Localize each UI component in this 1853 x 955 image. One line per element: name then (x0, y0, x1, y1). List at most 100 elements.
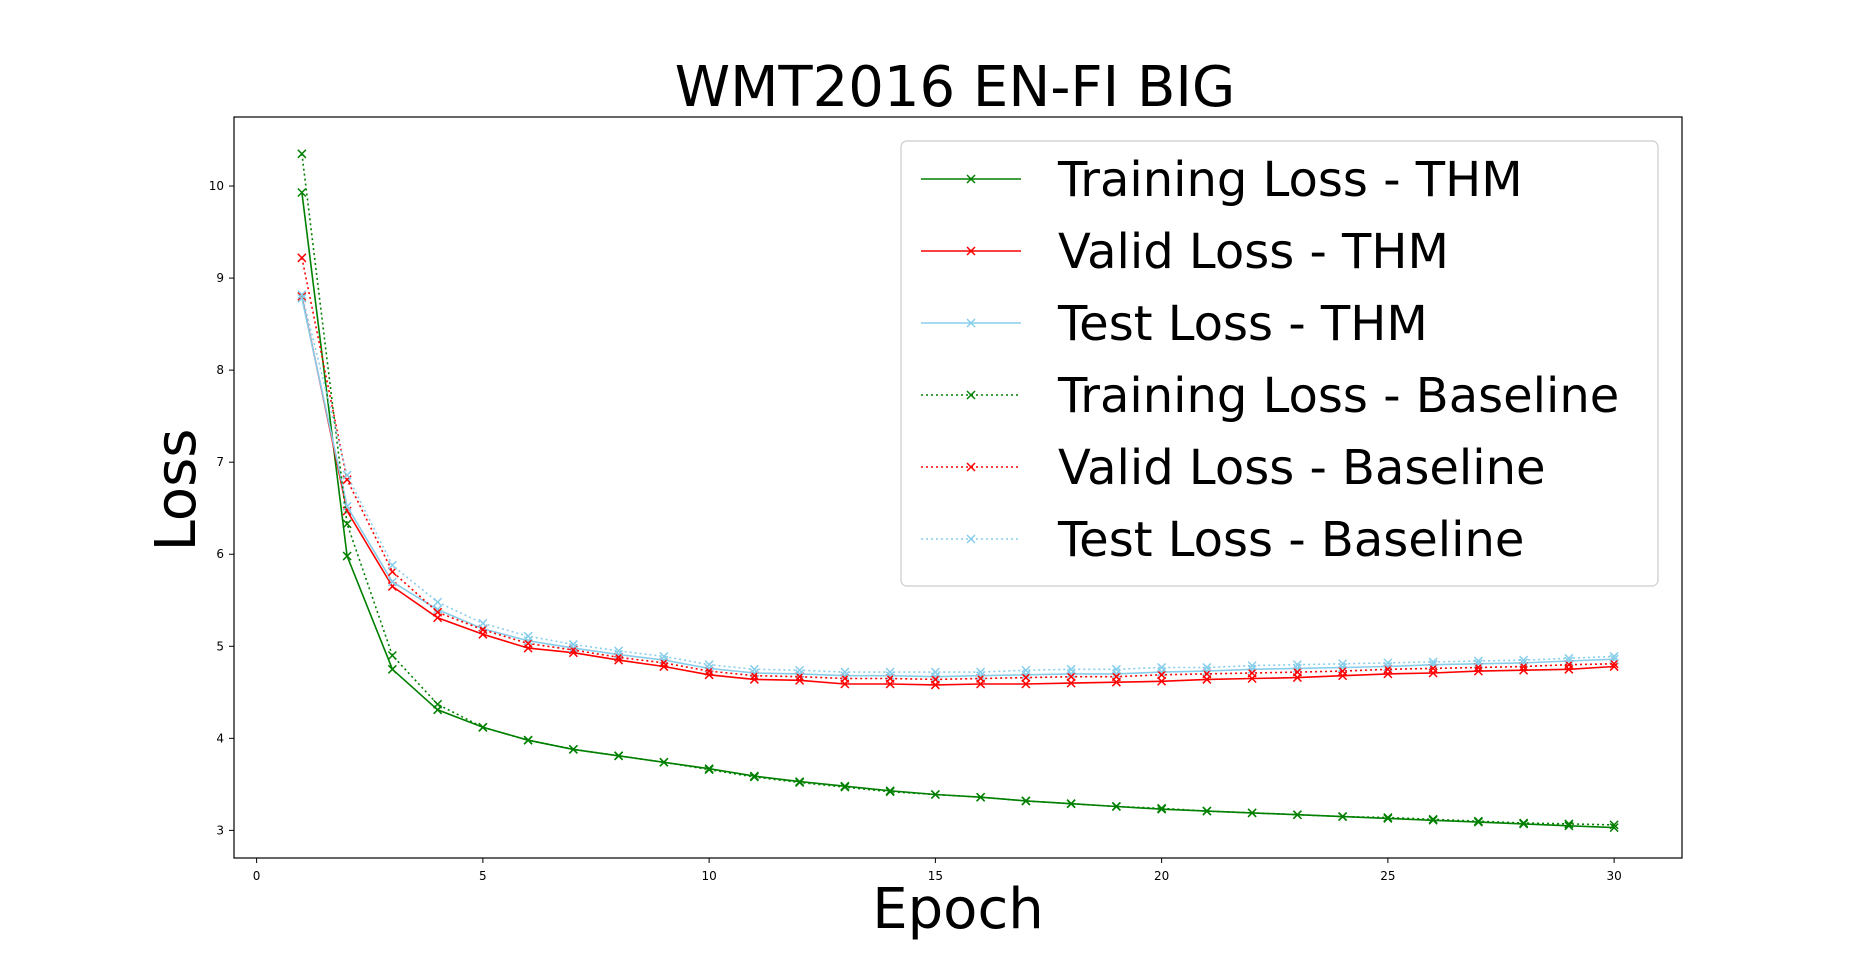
data-point-marker (795, 675, 805, 685)
data-point-marker (1292, 663, 1302, 673)
data-point-marker (1021, 673, 1031, 683)
data-point-marker (1111, 672, 1121, 682)
data-point-marker (930, 667, 940, 677)
data-point-marker (1111, 664, 1121, 674)
x-tick-label: 30 (1606, 869, 1621, 883)
data-point-marker (568, 744, 578, 754)
data-point-marker (1473, 659, 1483, 669)
chart-title: WMT2016 EN-FI BIG (675, 55, 1236, 120)
data-point-marker (342, 501, 352, 511)
data-point-marker (1383, 664, 1393, 674)
legend-label: Valid Loss - Baseline (1058, 440, 1546, 496)
data-point-marker (840, 667, 850, 677)
y-tick-label: 4 (216, 731, 224, 745)
legend: Training Loss - THM Valid Loss - THM Test … (900, 140, 1659, 587)
data-point-marker (1066, 799, 1076, 809)
legend-label: Training Loss - Baseline (1057, 368, 1619, 424)
data-point-marker (1021, 679, 1031, 689)
x-tick-label: 25 (1380, 869, 1395, 883)
legend-item: Training Loss - Baseline (921, 368, 1619, 424)
data-point-marker (1564, 656, 1574, 666)
data-point-marker (1247, 661, 1257, 671)
data-point-marker (478, 625, 488, 635)
data-point-marker (1338, 662, 1348, 672)
data-point-marker (976, 671, 986, 681)
data-point-marker (795, 665, 805, 675)
data-point-marker (1473, 666, 1483, 676)
x-axis-ticks: 0 5 10 15 20 25 30 (253, 858, 1622, 883)
data-point-marker (1247, 808, 1257, 818)
data-point-marker (1338, 812, 1348, 822)
data-point-marker (704, 765, 714, 775)
y-tick-label: 8 (216, 363, 224, 377)
data-point-marker (433, 597, 443, 607)
data-point-marker (342, 551, 352, 561)
data-point-marker (885, 671, 895, 681)
series-test-loss-baseline (297, 290, 1619, 677)
data-point-marker (1383, 812, 1393, 823)
x-tick-label: 15 (928, 869, 943, 883)
data-point-marker (433, 607, 443, 617)
data-point-marker (614, 652, 624, 662)
data-point-marker (387, 560, 397, 570)
data-point-marker (1202, 662, 1212, 672)
data-point-marker (749, 671, 759, 681)
data-point-marker (885, 667, 895, 677)
data-point-marker (1292, 660, 1302, 670)
legend-label: Test Loss - Baseline (1057, 512, 1524, 568)
data-point-marker (1157, 676, 1167, 686)
data-point-marker (433, 699, 443, 709)
data-point-marker (1609, 820, 1619, 830)
data-point-marker (1428, 657, 1438, 667)
data-point-marker (1473, 816, 1483, 826)
data-point-marker (1519, 655, 1529, 665)
x-tick-label: 10 (701, 869, 716, 883)
data-point-marker (1202, 666, 1212, 676)
data-point-marker (1428, 660, 1438, 670)
data-point-marker (1111, 801, 1121, 811)
data-point-marker (1609, 651, 1619, 661)
x-tick-label: 0 (253, 869, 261, 883)
data-point-marker (1021, 796, 1031, 806)
data-point-marker (297, 149, 307, 159)
data-point-marker (1609, 823, 1619, 833)
data-point-marker (523, 638, 533, 649)
data-point-marker (1066, 672, 1076, 682)
data-point-marker (840, 673, 850, 684)
data-point-marker (1383, 658, 1393, 668)
data-point-marker (840, 782, 850, 792)
legend-label: Test Loss - THM (1057, 296, 1428, 352)
data-point-marker (523, 631, 533, 641)
data-point-marker (930, 674, 940, 684)
data-point-marker (659, 757, 669, 767)
data-point-marker (1428, 814, 1438, 824)
data-point-marker (966, 534, 976, 544)
data-point-marker (297, 290, 307, 300)
data-point-marker (749, 664, 759, 674)
legend-item: Test Loss - Baseline (921, 512, 1524, 568)
data-point-marker (523, 735, 533, 745)
data-point-marker (885, 673, 895, 684)
data-point-marker (1157, 670, 1167, 680)
data-point-marker (704, 660, 714, 670)
series-line (301, 153, 1615, 826)
data-point-marker (568, 639, 578, 649)
data-point-marker (976, 792, 986, 802)
data-point-marker (966, 462, 976, 472)
legend-box (900, 140, 1659, 587)
legend-item: Test Loss - THM (921, 296, 1428, 352)
y-tick-label: 5 (216, 639, 224, 653)
y-tick-label: 6 (216, 547, 224, 561)
data-point-marker (1066, 664, 1076, 674)
data-point-marker (1021, 665, 1031, 675)
data-point-marker (1519, 662, 1529, 672)
y-axis-ticks: 3 4 5 6 7 8 9 10 (209, 179, 234, 837)
data-point-marker (1202, 806, 1212, 816)
data-point-marker (478, 722, 488, 732)
y-tick-label: 9 (216, 271, 224, 285)
data-point-marker (1519, 818, 1529, 828)
data-point-marker (1428, 663, 1438, 673)
data-point-marker (342, 470, 352, 480)
data-point-marker (387, 567, 397, 577)
